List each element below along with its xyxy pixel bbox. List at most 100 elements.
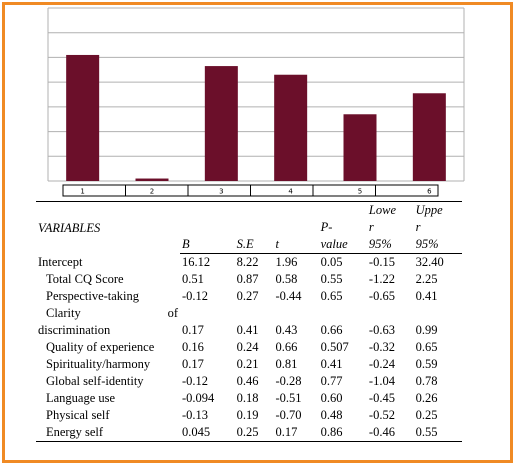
cell-t: -0.70 — [275, 408, 302, 422]
cell-upper: 0.59 — [415, 357, 438, 371]
table-row: Spirituality/harmony 0.17 0.21 0.81 0.41… — [36, 356, 462, 373]
cell-se: 0.87 — [236, 272, 259, 286]
cell-p: 0.66 — [320, 323, 343, 337]
cell-lower: -1.04 — [368, 374, 395, 388]
bar — [412, 93, 446, 181]
header-upper-3: 95% — [413, 236, 462, 254]
cell-variable: Perspective-taking — [46, 289, 140, 303]
cell-se: 0.24 — [236, 340, 259, 354]
bar — [204, 66, 238, 181]
cell-lower: -0.65 — [368, 289, 395, 303]
header-variables: VARIABLES — [36, 201, 180, 254]
cell-lower: -0.32 — [368, 340, 395, 354]
cell-variable: Physical self — [46, 408, 110, 422]
header-spacer — [180, 219, 235, 236]
cell-variable: discrimination — [38, 323, 111, 337]
cell-p: 0.77 — [320, 374, 343, 388]
clarity-word: Clarity — [46, 306, 81, 320]
cell-variable: Total CQ Score — [46, 272, 124, 286]
header-row-2: P- r r — [36, 219, 462, 236]
table-row: Total CQ Score 0.51 0.87 0.58 0.55 -1.22… — [36, 271, 462, 288]
x-axis: 1 2 3 4 5 6 — [62, 184, 439, 197]
cell-t: -0.44 — [275, 289, 302, 303]
header-b: B — [180, 236, 235, 254]
x-tick-label: 1 — [80, 188, 84, 196]
cell-p: 0.65 — [320, 289, 343, 303]
cell-upper: 2.25 — [415, 272, 438, 286]
x-tick-label: 2 — [150, 188, 154, 196]
empty-cell — [414, 305, 462, 322]
table-row: Energy self 0.045 0.25 0.17 0.86 -0.46 0… — [36, 424, 462, 442]
table-row: discrimination 0.17 0.41 0.43 0.66 -0.63… — [36, 322, 462, 339]
chart-gridlines — [47, 7, 465, 182]
cell-se: 0.41 — [236, 323, 259, 337]
cell-se: 0.21 — [236, 357, 259, 371]
cell-lower: -1.22 — [368, 272, 395, 286]
cell-t: 0.66 — [275, 340, 298, 354]
cell-b: 0.16 — [182, 340, 204, 354]
table-row: Language use -0.094 0.18 -0.51 0.60 -0.4… — [36, 390, 462, 407]
cell-t: -0.28 — [275, 374, 302, 388]
cell-b: 0.045 — [180, 424, 235, 442]
table-row: Physical self -0.13 0.19 -0.70 0.48 -0.5… — [36, 407, 462, 424]
cell-b: -0.094 — [182, 391, 215, 405]
header-t: t — [273, 236, 319, 254]
cell-se: 0.18 — [236, 391, 259, 405]
cell-variable: Spirituality/harmony — [46, 357, 151, 371]
bar-chart: 1 2 3 4 5 6 — [47, 7, 465, 197]
bar — [66, 54, 100, 182]
header-spacer — [273, 201, 319, 219]
header-spacer — [318, 201, 367, 219]
of-word: of — [167, 306, 178, 320]
cell-upper: 0.99 — [415, 323, 438, 337]
cell-p: 0.05 — [320, 255, 343, 269]
bar — [135, 178, 169, 181]
header-se: S.E — [234, 236, 274, 254]
cell-p: 0.48 — [320, 408, 343, 422]
cell-se: 8.22 — [236, 255, 259, 269]
header-p-top: P- — [320, 220, 333, 234]
cell-lower: -0.63 — [368, 323, 395, 337]
header-lower-1: Lowe — [366, 201, 414, 219]
cell-p: 0.55 — [320, 272, 343, 286]
cell-t: 1.96 — [275, 255, 298, 269]
cell-t: 0.17 — [273, 424, 319, 442]
table-row: Intercept 16.12 8.22 1.96 0.05 -0.15 32.… — [36, 254, 462, 272]
cell-lower: -0.46 — [366, 424, 414, 442]
cell-t: 0.43 — [275, 323, 298, 337]
cell-lower: -0.15 — [368, 255, 395, 269]
header-spacer — [234, 201, 274, 219]
header-lower-3: 95% — [366, 236, 414, 254]
cell-t: -0.51 — [275, 391, 302, 405]
cell-p: 0.86 — [318, 424, 367, 442]
header-spacer — [235, 219, 274, 236]
header-upper-1: Uppe — [413, 201, 462, 219]
cell-upper: 32.40 — [415, 255, 444, 269]
header-row-1: VARIABLES Lowe Uppe — [36, 201, 462, 254]
header-p-bottom: value — [318, 236, 367, 254]
header-spacer — [180, 201, 235, 219]
x-tick-label: 6 — [427, 188, 432, 196]
empty-cell — [367, 305, 414, 322]
cell-variable: Intercept — [38, 254, 83, 269]
cell-p: 0.60 — [320, 391, 343, 405]
cell-upper: 0.41 — [415, 289, 438, 303]
empty-cell — [319, 305, 367, 322]
cell-upper: 0.26 — [415, 391, 438, 405]
chart-bars — [66, 54, 446, 182]
bar — [274, 74, 308, 181]
cell-b: 16.12 — [182, 255, 211, 269]
header-spacer — [273, 219, 318, 236]
cell-p: 0.41 — [320, 357, 343, 371]
cell-b: -0.13 — [182, 408, 209, 422]
cell-se: 0.27 — [236, 289, 259, 303]
cell-lower: -0.24 — [368, 357, 395, 371]
x-tick-label: 4 — [288, 188, 293, 196]
cell-upper: 0.78 — [415, 374, 438, 388]
header-upper-2: r — [415, 220, 421, 234]
cell-upper: 0.55 — [413, 424, 462, 442]
empty-cell — [235, 305, 274, 322]
cell-b: 0.17 — [182, 323, 204, 337]
cell-variable: Global self-identity — [46, 374, 144, 388]
empty-cell — [273, 305, 318, 322]
